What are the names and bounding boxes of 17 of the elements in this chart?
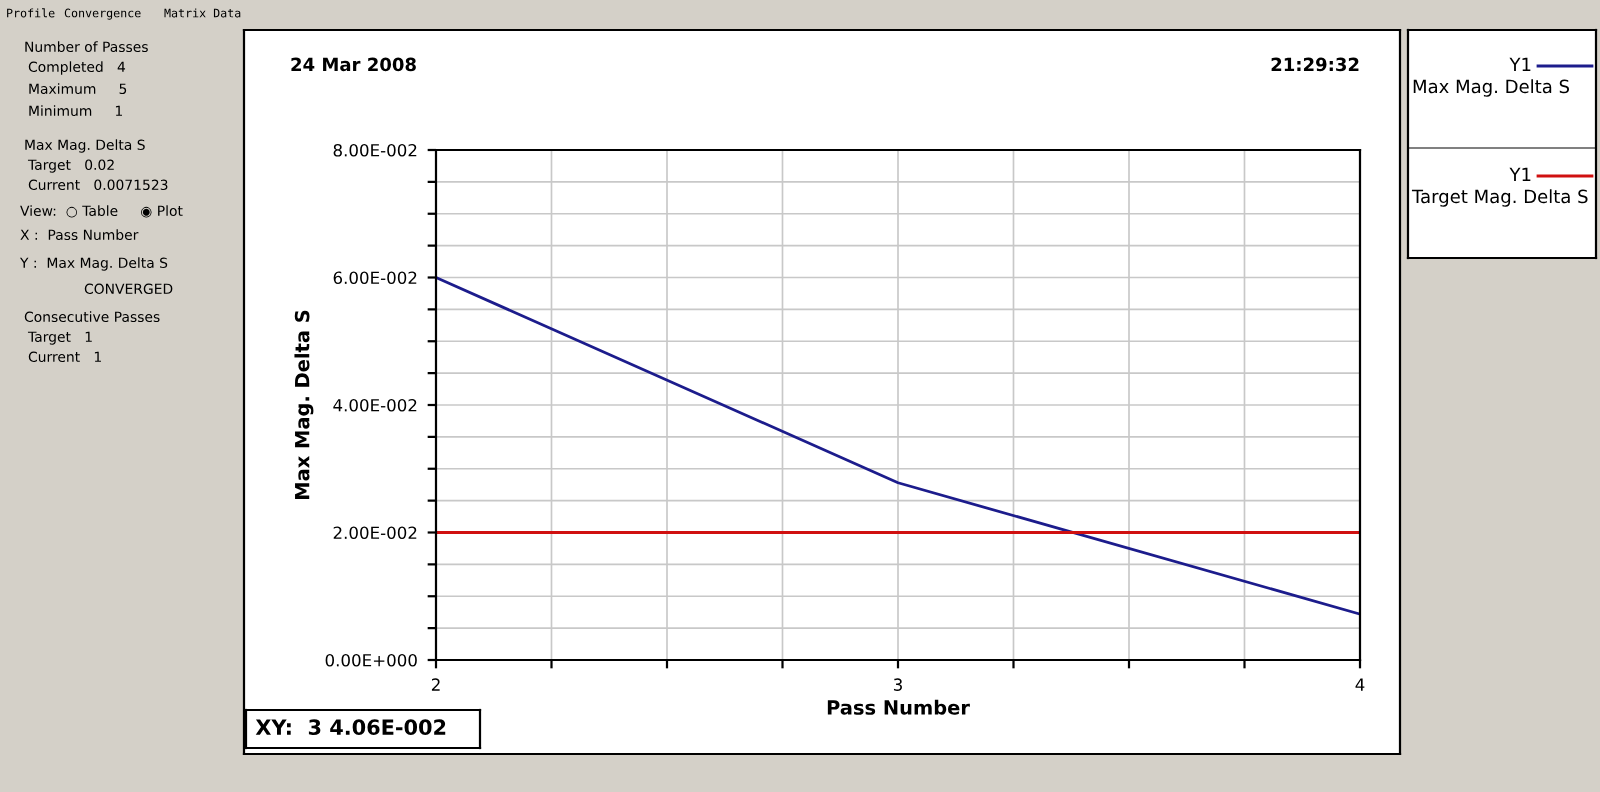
y-tick-label: 8.00E-002 [333,143,417,157]
text: XY: 3 4.06E-002 [255,719,446,736]
y-tick-label: 6.00E-002 [333,271,417,285]
text: Y1 [1509,57,1531,71]
text: 21:29:32 [1271,57,1359,72]
text: 24 Mar 2008 [291,57,416,72]
y-axis-title: Max Mag. Delta S [294,310,314,499]
x-tick-label: 4 [1355,678,1365,691]
x-axis-title: Pass Number [827,699,970,715]
y-tick-label: 2.00E-002 [333,526,417,540]
y-tick-label: 0.00E+000 [325,653,417,667]
x-tick-label: 3 [893,678,902,691]
x-tick-label: 2 [431,678,440,691]
legend-label: Max Mag. Delta S [1413,79,1570,97]
legend-title: Y1 [1509,167,1531,181]
legend-label: Target Mag. Delta S [1411,189,1588,207]
y-tick-label: 4.00E-002 [333,398,417,412]
